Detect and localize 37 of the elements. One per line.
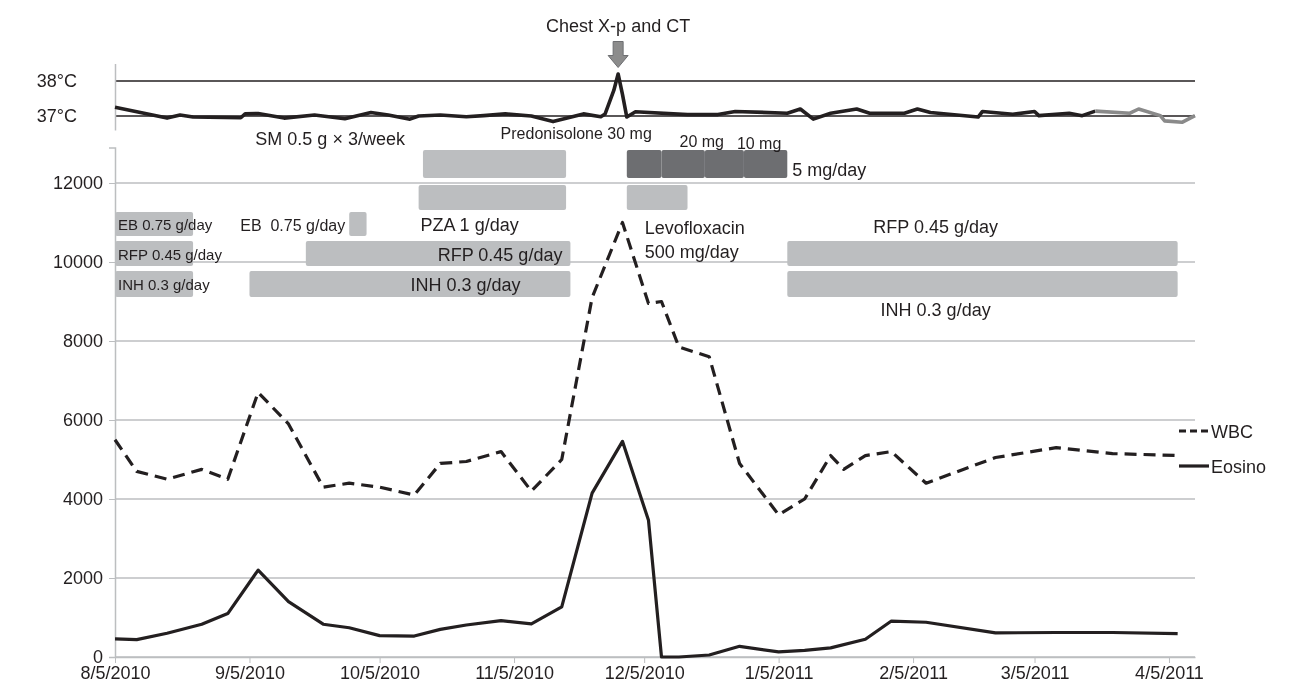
y-tick-label: 2000 [62, 568, 103, 589]
line-series [113, 439, 1180, 659]
band-label: PZA 1 g/day [420, 215, 519, 235]
x-tick-label: 4/5/2011 [1135, 662, 1204, 683]
y-tick-label: 38°C [36, 71, 77, 92]
y-tick-label: 4000 [62, 489, 103, 510]
band-label: Predonisolone 30 mg [500, 125, 652, 142]
x-tick-label: 9/5/2010 [214, 662, 285, 683]
x-tick-label: 10/5/2010 [340, 662, 421, 683]
band-label: RFP 0.45 g/day [873, 217, 998, 237]
legend-label: WBC [1211, 422, 1253, 442]
y-tick-label: 10000 [52, 252, 103, 273]
band-label: 20 mg [679, 133, 724, 150]
x-tick-label: 2/5/2011 [879, 662, 948, 683]
band-label: INH 0.3 g/day [880, 300, 991, 320]
band-label: 5 mg/day [792, 160, 867, 180]
y-tick-label: 8000 [62, 331, 103, 352]
band-label: SM 0.5 g × 3/week [255, 129, 406, 149]
x-tick-label: 8/5/2010 [80, 662, 151, 683]
x-tick-label: 12/5/2010 [604, 662, 685, 683]
band-label: EB 0.75 g/day [240, 217, 346, 234]
band-label: INH 0.3 g/day [118, 276, 211, 293]
y-tick-label: 12000 [52, 173, 103, 194]
x-tick-label: 3/5/2011 [1000, 662, 1070, 683]
band-label: EB 0.75 g/day [118, 216, 213, 233]
line-series [1093, 107, 1197, 125]
x-tick-label: 11/5/2010 [475, 662, 554, 683]
legend-label: Eosino [1211, 457, 1267, 477]
band-label: 10 mg [736, 135, 782, 152]
y-tick-label: 37°C [36, 106, 77, 127]
text: Chest X-p and CT [546, 15, 691, 36]
y-tick-label: 6000 [62, 410, 103, 431]
band-label: RFP 0.45 g/day [118, 245, 223, 263]
band-label: RFP 0.45 g/day [437, 244, 563, 265]
band-label: INH 0.3 g/day [410, 275, 521, 295]
x-tick-label: 1/5/2011 [744, 662, 814, 683]
band-label: Levofloxacin 500 mg/day [644, 218, 745, 262]
